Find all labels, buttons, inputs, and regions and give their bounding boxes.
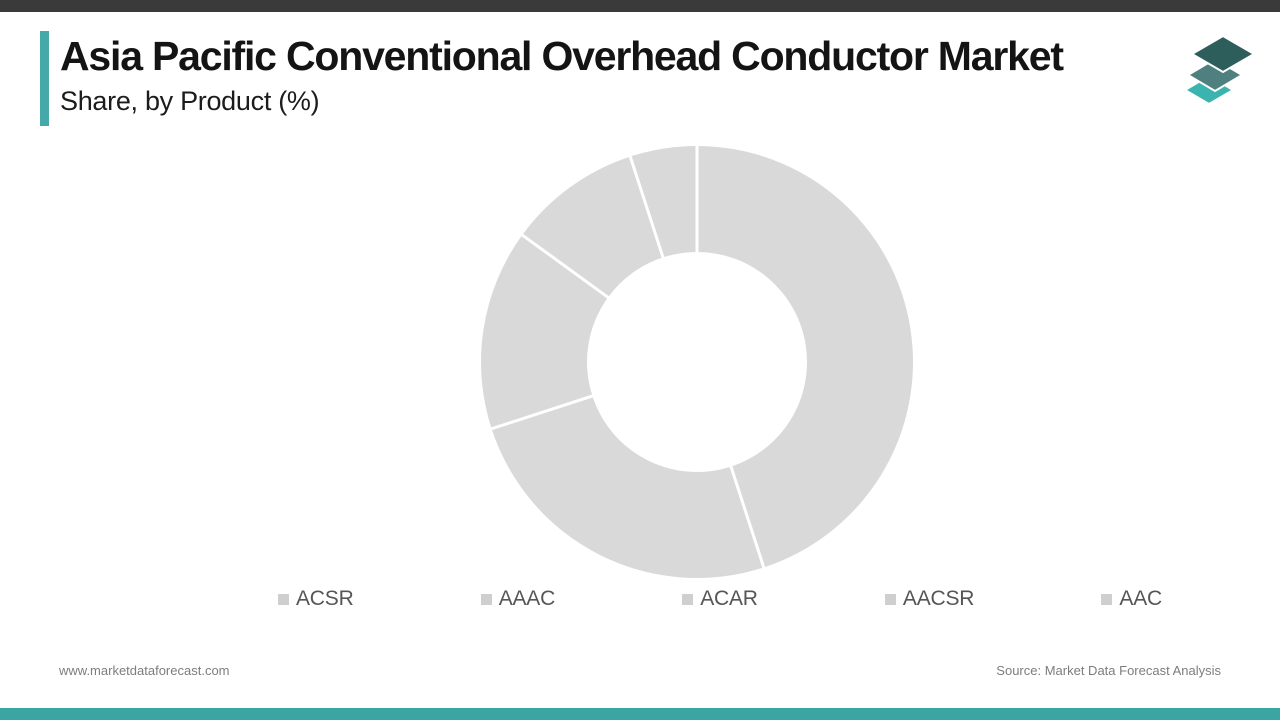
- page-title: Asia Pacific Conventional Overhead Condu…: [60, 33, 1064, 79]
- segment-divider: [628, 156, 665, 259]
- legend-item-acsr[interactable]: ACSR: [278, 587, 354, 611]
- legend-marker-icon: [884, 593, 896, 605]
- logo-top-layer-icon: [1190, 34, 1255, 74]
- legend-label: ACSR: [296, 587, 354, 610]
- segment-divider: [521, 233, 610, 300]
- legend-item-aaac[interactable]: AAAC: [480, 587, 556, 611]
- market-data-forecast-logo: [1183, 34, 1255, 106]
- donut-segment[interactable]: [697, 146, 914, 568]
- bottom-accent-bar: [0, 708, 1280, 720]
- legend-item-aacsr[interactable]: AACSR: [884, 587, 975, 611]
- legend-label: AAAC: [498, 587, 556, 610]
- donut-chart: [481, 146, 914, 578]
- donut-segment[interactable]: [630, 146, 697, 258]
- legend-item-acar[interactable]: ACAR: [682, 587, 758, 611]
- legend-label: ACAR: [700, 587, 758, 610]
- donut-segment[interactable]: [522, 156, 664, 298]
- top-accent-bar: [0, 0, 1280, 12]
- title-accent-bar: [40, 31, 49, 126]
- legend-marker-icon: [278, 593, 289, 605]
- donut-segment[interactable]: [481, 235, 609, 429]
- legend-marker-icon: [682, 593, 694, 605]
- segment-divider: [491, 394, 594, 431]
- legend-marker-icon: [1101, 593, 1113, 605]
- legend-label: AACSR: [902, 587, 975, 610]
- footer: www.marketdataforecast.com Source: Marke…: [59, 663, 1221, 678]
- legend-marker-icon: [480, 593, 492, 605]
- legend-label: AAC: [1119, 587, 1162, 610]
- chart-legend: ACSR AAAC ACAR AACSR AAC: [278, 586, 1162, 612]
- legend-item-aac[interactable]: AAC: [1101, 587, 1162, 611]
- donut-segment[interactable]: [491, 395, 764, 578]
- source-note: Source: Market Data Forecast Analysis: [996, 663, 1221, 678]
- website-link[interactable]: www.marketdataforecast.com: [59, 663, 230, 678]
- segment-divider: [729, 465, 766, 568]
- page-subtitle: Share, by Product (%): [60, 86, 320, 116]
